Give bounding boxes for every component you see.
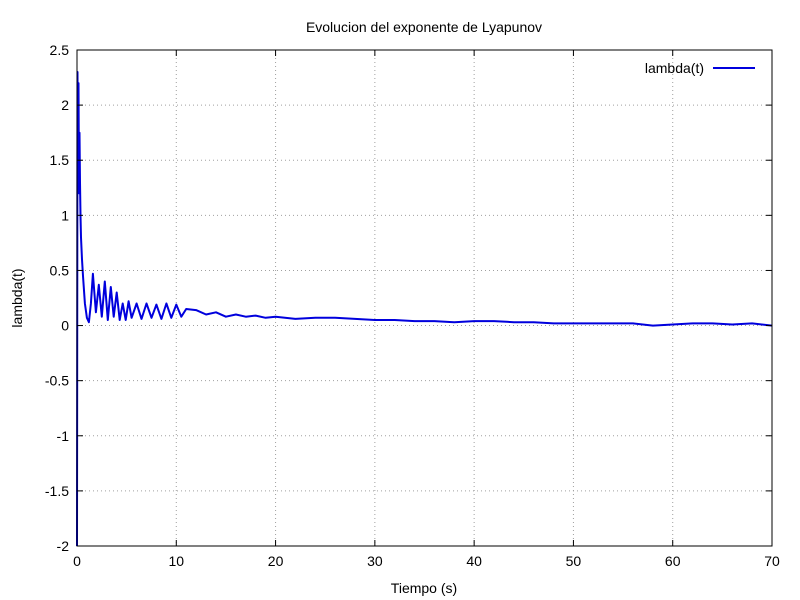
x-tick-label: 40 (466, 553, 482, 569)
x-axis-label: Tiempo (s) (391, 580, 457, 596)
x-tick-label: 30 (367, 553, 383, 569)
x-tick-label: 0 (73, 553, 81, 569)
legend-entry-label: lambda(t) (645, 60, 704, 76)
x-tick-label: 60 (665, 553, 681, 569)
x-tick-label: 10 (168, 553, 184, 569)
series-line-lambda (76, 71, 773, 547)
y-tick-label: -1 (57, 428, 70, 444)
y-tick-label: 1 (61, 207, 69, 223)
y-tick-label: 2.5 (50, 42, 70, 58)
tick-layer: -2 -1.5 -1 -0.5 0 0.5 1 1.5 2 2.5 0 10 20 30 40 50 60 70 (45, 42, 780, 569)
y-axis-label: lambda(t) (9, 268, 25, 327)
plot-frame (76, 49, 773, 547)
chart-title: Evolucion del exponente de Lyapunov (306, 19, 542, 35)
y-tick-label: -2 (57, 538, 70, 554)
y-tick-label: 1.5 (50, 152, 70, 168)
x-tick-label: 20 (268, 553, 284, 569)
y-tick-label: 0.5 (50, 262, 70, 278)
series-layer (76, 71, 773, 547)
x-tick-label: 70 (764, 553, 780, 569)
y-tick-label: -1.5 (45, 483, 69, 499)
y-tick-label: 0 (61, 318, 69, 334)
legend: lambda(t) (645, 60, 755, 76)
y-tick-label: -0.5 (45, 373, 69, 389)
y-tick-label: 2 (61, 97, 69, 113)
grid-layer (77, 50, 772, 546)
x-tick-label: 50 (566, 553, 582, 569)
